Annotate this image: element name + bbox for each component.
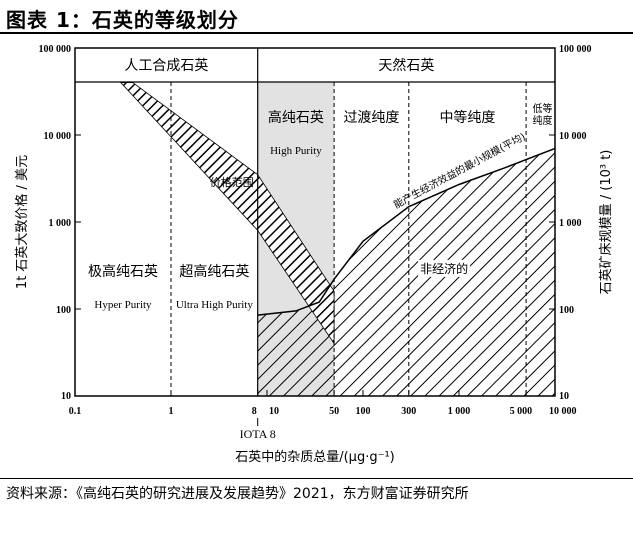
price-range-label: 价格范围	[210, 175, 254, 189]
y-tick-label-right: 10 000	[559, 131, 587, 142]
x-tick-label: 1 000	[448, 406, 471, 417]
y-tick-label-right: 10	[559, 391, 569, 402]
source-divider	[0, 478, 633, 479]
iota-marker-label: IOTA 8	[240, 427, 276, 441]
y-tick-label-left: 10	[61, 391, 71, 402]
zone-label-en: Ultra High Purity	[176, 299, 253, 311]
x-tick-label: 10 000	[549, 406, 577, 417]
min-economic-scale-curve	[257, 147, 555, 316]
y-tick-label-right: 1 000	[559, 218, 582, 229]
y-tick-label-right: 100	[559, 305, 574, 316]
source-note: 资料来源：《高纯石英的研究进展及发展趋势》2021，东方财富证券研究所	[6, 486, 469, 502]
y-tick-label-left: 10 000	[44, 131, 72, 142]
title-divider	[0, 32, 633, 34]
x-tick-label: 50	[329, 406, 339, 417]
y-axis-label-right: 石英矿床规模量 / (10³ t)	[599, 150, 614, 295]
x-axis-label: 石英中的杂质总量/(μg·g⁻¹)	[235, 449, 395, 465]
y-tick-label-left: 1 000	[49, 218, 72, 229]
zone-label-zh: 中等纯度	[439, 109, 495, 126]
x-tick-label: 10	[269, 406, 279, 417]
x-tick-label: 0.1	[69, 406, 82, 417]
x-tick-label: 100	[356, 406, 371, 417]
top-group-label: 天然石英	[378, 57, 434, 74]
y-tick-label-left: 100	[56, 305, 71, 316]
x-tick-label: 8	[252, 406, 257, 417]
uneconomic-label: 非经济的	[420, 261, 468, 276]
quartz-grade-chart: 10 10 100 100 1 000 1 000 10 000 10 000 100 000 1…	[14, 44, 614, 465]
y-tick-label-right: 100 000	[559, 44, 592, 55]
zone-label-zh: 纯度	[533, 114, 553, 127]
figure-title: 图表 1：石英的等级划分	[6, 8, 239, 32]
zone-label-zh: 高纯石英	[268, 109, 324, 126]
y-axis-label-left: 1t 石英大致价格 / 美元	[14, 155, 30, 289]
zone-label-zh: 极高纯石英	[88, 263, 158, 280]
y-tick-label-left: 100 000	[39, 44, 72, 55]
zone-label-zh: 超高纯石英	[179, 263, 249, 280]
top-group-label: 人工合成石英	[124, 57, 208, 74]
zone-label-zh: 过渡纯度	[343, 110, 399, 126]
zone-label-en: High Purity	[270, 145, 322, 157]
x-tick-label: 1	[169, 406, 174, 417]
zone-label-zh: 低等	[533, 102, 553, 115]
x-tick-label: 5 000	[510, 406, 533, 417]
x-tick-label: 300	[401, 406, 416, 417]
uneconomic-label-bg	[418, 259, 471, 277]
zone-label-en: Hyper Purity	[94, 299, 152, 311]
